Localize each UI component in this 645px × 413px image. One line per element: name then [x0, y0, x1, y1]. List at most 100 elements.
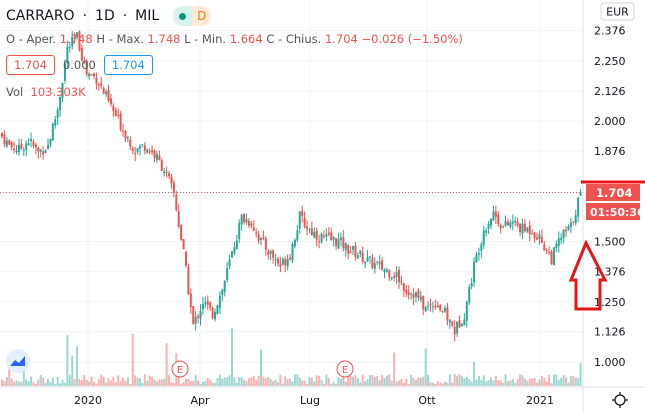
candle: [352, 246, 355, 250]
candle: [504, 221, 507, 226]
volume-bar: [373, 376, 376, 386]
symbol-title[interactable]: CARRARO · 1D · MIL D: [6, 6, 463, 26]
candle: [402, 283, 405, 291]
candle: [214, 311, 217, 320]
candle: [122, 130, 125, 132]
candle: [39, 149, 42, 152]
candle: [306, 226, 309, 229]
volume-bar: [528, 378, 531, 386]
volume-bar: [463, 378, 466, 386]
volume-bar: [545, 381, 548, 386]
candle: [114, 110, 117, 117]
candle: [216, 305, 219, 314]
volume-bar: [378, 379, 381, 386]
candle: [528, 225, 531, 235]
earnings-marker[interactable]: E: [171, 360, 189, 378]
volume-bar: [284, 376, 287, 386]
candle: [460, 324, 463, 326]
candle: [158, 155, 161, 160]
volume-bar: [61, 379, 64, 386]
volume-bar: [49, 381, 52, 386]
chart-legend: CARRARO · 1D · MIL D O - Aper. 1.748 H - M…: [6, 6, 463, 99]
candle: [354, 245, 357, 257]
volume-bar: [117, 375, 120, 386]
candle: [485, 230, 488, 233]
candle: [172, 182, 175, 193]
candle: [233, 247, 236, 254]
candle: [223, 280, 226, 292]
candle: [63, 63, 66, 81]
candle: [552, 247, 555, 265]
candle: [407, 291, 410, 295]
candle: [325, 234, 328, 237]
candle: [165, 171, 168, 173]
candle: [494, 211, 497, 217]
earnings-marker[interactable]: E: [336, 360, 354, 378]
candle: [412, 293, 415, 299]
volume-bar: [417, 377, 420, 386]
candle: [303, 217, 306, 227]
candle: [245, 219, 248, 223]
candle: [141, 144, 144, 146]
volume-bar: [155, 381, 158, 386]
candle: [257, 234, 260, 241]
gear-icon[interactable]: [612, 392, 628, 408]
ohlc-values: O - Aper. 1.748 H - Max. 1.748 L - Min. …: [6, 32, 463, 46]
volume-bar: [381, 375, 384, 386]
candle: [417, 290, 420, 298]
candle: [34, 144, 37, 148]
candle: [235, 240, 238, 249]
volume-bar: [480, 380, 483, 386]
volume-bar: [59, 383, 62, 386]
volume-bar: [39, 375, 42, 386]
volume-bar: [383, 378, 386, 386]
candle: [42, 151, 45, 155]
volume-bar: [376, 376, 379, 386]
candle: [80, 47, 83, 61]
volume-bar: [320, 379, 323, 386]
candle: [427, 305, 430, 307]
volume-bar: [477, 375, 480, 386]
volume-bar: [402, 382, 405, 386]
volume-bar: [124, 380, 127, 386]
candle: [565, 229, 568, 232]
candle: [490, 218, 493, 226]
candle: [465, 301, 468, 321]
volume-bar: [172, 383, 175, 386]
candle: [557, 238, 560, 246]
currency-button[interactable]: EUR: [600, 2, 635, 21]
volume-bar: [274, 379, 277, 386]
candle: [383, 269, 386, 273]
candle: [209, 302, 212, 308]
candle: [44, 150, 47, 154]
candle: [506, 221, 509, 226]
volume-bar: [279, 374, 282, 386]
candle: [458, 320, 461, 328]
candle: [51, 123, 54, 141]
candle: [344, 242, 347, 251]
candle: [264, 238, 267, 250]
tradingview-logo-icon[interactable]: [6, 349, 30, 373]
volume-bar: [308, 377, 311, 386]
volume-bar: [109, 380, 112, 386]
volume-bar: [267, 376, 270, 386]
volume-bar: [88, 381, 91, 386]
volume-bar: [388, 374, 391, 386]
volume-bar: [344, 381, 347, 386]
volume-bar: [32, 381, 35, 386]
svg-text:01:50:36: 01:50:36: [590, 206, 645, 219]
volume-bar: [8, 368, 11, 386]
volume-bar: [291, 381, 294, 386]
candle: [182, 239, 185, 250]
volume-bar: [34, 383, 37, 386]
volume-bar: [354, 375, 357, 386]
volume-bar: [168, 374, 171, 386]
volume-bar: [20, 381, 23, 386]
volume-bar: [126, 377, 129, 386]
candle: [538, 234, 541, 240]
candle: [400, 281, 403, 283]
volume-bar: [502, 382, 505, 386]
volume-bar: [252, 375, 255, 386]
volume-legend: Vol 103.303K: [6, 85, 86, 99]
